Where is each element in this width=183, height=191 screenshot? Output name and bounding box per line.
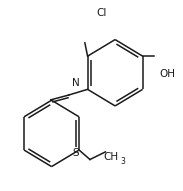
Text: Cl: Cl bbox=[96, 8, 107, 18]
Text: OH: OH bbox=[160, 69, 176, 79]
Text: 3: 3 bbox=[121, 157, 125, 166]
Text: CH: CH bbox=[103, 152, 118, 162]
Text: N: N bbox=[72, 78, 80, 88]
Text: S: S bbox=[73, 148, 79, 158]
